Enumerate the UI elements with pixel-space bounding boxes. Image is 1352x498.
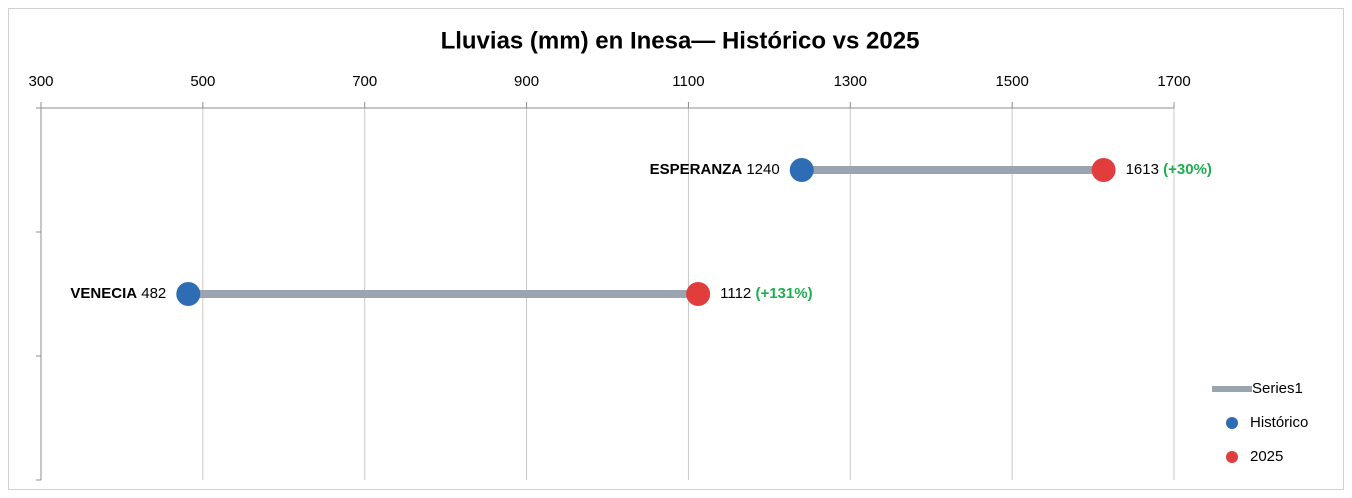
marker-historico <box>789 158 814 182</box>
legend-swatch <box>1226 417 1238 429</box>
x-tick-label: 1100 <box>672 73 704 90</box>
change-label: (+30%) <box>1163 161 1212 178</box>
legend-label: Histórico <box>1250 414 1308 431</box>
marker-2025 <box>686 282 711 306</box>
change-label: (+131%) <box>755 285 812 302</box>
legend-swatch <box>1226 451 1238 463</box>
x-tick-label: 1500 <box>995 73 1028 90</box>
category-label: ESPERANZA <box>650 161 743 178</box>
right-label: 1613 (+30%) <box>1126 161 1212 178</box>
left-label: VENECIA 482 <box>70 285 166 302</box>
value-label: 1613 <box>1126 161 1159 178</box>
x-tick-label: 700 <box>352 73 377 90</box>
x-tick-label: 1700 <box>1157 73 1190 90</box>
right-label: 1112 (+131%) <box>720 285 812 302</box>
value-label: 1112 <box>720 285 751 302</box>
marker-2025 <box>1091 158 1116 182</box>
marker-historico <box>176 282 201 306</box>
left-label: ESPERANZA 1240 <box>650 161 780 178</box>
x-tick-label: 300 <box>28 73 53 90</box>
chart-title: Lluvias (mm) en Inesa— Histórico vs 2025 <box>441 27 920 54</box>
category-label: VENECIA <box>70 285 137 302</box>
value-label: 1240 <box>746 161 779 178</box>
x-tick-label: 500 <box>190 73 215 90</box>
x-tick-label: 900 <box>514 73 539 90</box>
x-tick-label: 1300 <box>834 73 867 90</box>
value-label: 482 <box>141 285 166 302</box>
legend-label: 2025 <box>1250 448 1283 465</box>
legend-label: Series1 <box>1252 380 1303 397</box>
chart-frame <box>8 8 1344 490</box>
